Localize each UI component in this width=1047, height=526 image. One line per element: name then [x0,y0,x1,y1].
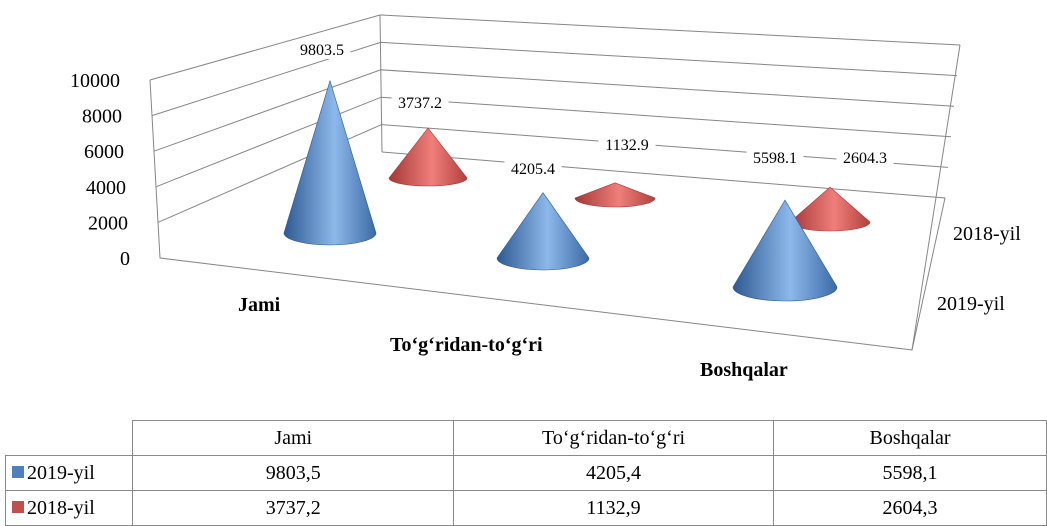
y-tick-label: 6000 [84,141,124,163]
data-table-cell: 4205,4 [452,455,775,491]
data-table-cell: 3737,2 [132,490,454,526]
data-table-row-2019: 2019-yil 9803,5 4205,4 5598,1 [4,455,1047,491]
data-label-2018-yil-2: 2604.3 [843,150,887,167]
series-2018-cones [388,127,871,232]
depth-label-2019: 2019-yil [937,293,1005,315]
data-label-bg [836,148,894,167]
data-table-row-2018: 2018-yil 3737,2 1132,9 2604,3 [4,490,1047,526]
data-table: Jami To‘g‘ridan-to‘g‘ri Boshqalar 2019-y… [4,420,1047,526]
gridline [153,69,955,152]
plot-frame [149,14,961,351]
category-label-jami: Jami [238,294,281,316]
gridline [155,96,952,188]
data-table-cell: 9803,5 [132,455,454,491]
data-table-header-jami: Jami [132,420,454,456]
gridline [151,41,958,117]
cone-2018-yil-2 [789,186,871,232]
data-table-cell: 5598,1 [773,455,1047,491]
data-label-bg [293,40,351,59]
data-table-series-2018-label: 2018-yil [27,496,95,519]
data-label-2018-yil-1: 1132.9 [605,137,648,154]
data-label-bg [746,148,804,167]
data-table-cell: 2604,3 [773,490,1047,526]
y-tick-label: 10000 [70,70,120,92]
series-2018-labels: 3737.2 1132.9 2604.3 [391,93,894,167]
y-tick-label: 8000 [82,106,122,128]
data-table-corner [5,420,134,456]
data-table-series-2018: 2018-yil [4,490,134,526]
cone-2018-yil-1 [574,182,656,208]
legend-key-2019 [12,465,24,478]
data-table-header-row: Jami To‘g‘ridan-to‘g‘ri Boshqalar [5,420,1047,456]
y-axis-ticks: 0 2000 4000 6000 8000 10000 [70,70,130,270]
data-label-2019-yil-2: 5598.1 [753,150,797,167]
y-tick-label: 2000 [88,212,128,234]
legend-key-2018 [12,500,24,513]
depth-label-2018: 2018-yil [953,223,1021,245]
cone-2019-yil-2 [732,199,838,302]
y-tick-label: 4000 [86,177,126,199]
y-tick-label: 0 [120,248,130,270]
cone-2019-yil-0 [283,79,377,246]
data-label-bg [598,135,656,154]
cone-2019-yil-1 [496,192,590,271]
series-2019-labels: 9803.5 4205.4 5598.1 [293,40,804,178]
data-label-2018-yil-0: 3737.2 [398,95,442,112]
data-table-cell: 1132,9 [452,490,775,526]
data-label-2019-yil-0: 9803.5 [300,42,344,59]
data-table-header-boshqalar: Boshqalar [773,420,1047,456]
data-label-bg [391,93,449,112]
data-label-2019-yil-1: 4205.4 [511,161,555,178]
category-label-togridan: To‘g‘ridan-to‘g‘ri [390,334,543,356]
data-table-series-2019: 2019-yil [4,455,134,491]
data-table-series-2019-label: 2019-yil [27,461,95,484]
category-label-boshqalar: Boshqalar [700,359,788,381]
series-2019-cones [283,79,838,302]
data-label-bg [504,159,562,178]
cone-2018-yil-0 [388,127,468,187]
data-table-header-togridan: To‘g‘ridan-to‘g‘ri [452,420,775,456]
